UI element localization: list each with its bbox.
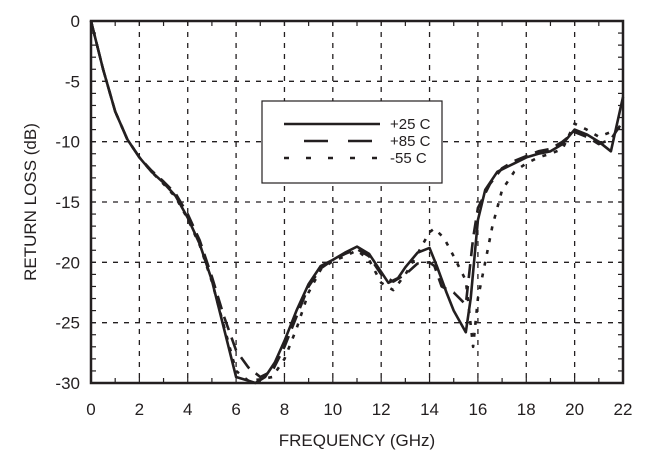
x-tick-label: 0: [86, 400, 95, 419]
x-tick-label: 6: [231, 400, 240, 419]
y-tick-label: 0: [71, 12, 80, 31]
y-tick-label: -15: [55, 193, 80, 212]
y-tick-label: -30: [55, 374, 80, 393]
grid-lines: [91, 21, 623, 383]
legend-label: +25 C: [390, 116, 431, 133]
x-tick-label: 2: [135, 400, 144, 419]
y-tick-label: -20: [55, 253, 80, 272]
x-tick-labels: 0 2 4 6 8 10 12 14 16 18 20 22: [86, 400, 632, 419]
x-axis-title: FREQUENCY (GHz): [279, 431, 435, 450]
y-tick-label: -10: [55, 133, 80, 152]
legend-label: -55 C: [390, 150, 427, 167]
y-tick-labels: 0 -5 -10 -15 -20 -25 -30: [55, 12, 80, 393]
legend: +25 C+85 C-55 C: [261, 100, 443, 184]
x-tick-label: 16: [468, 400, 487, 419]
x-tick-label: 22: [614, 400, 633, 419]
y-tick-label: -5: [65, 72, 80, 91]
x-tick-label: 20: [565, 400, 584, 419]
legend-label: +85 C: [390, 133, 431, 150]
x-tick-label: 8: [280, 400, 289, 419]
x-tick-label: 10: [323, 400, 342, 419]
y-axis-title: RETURN LOSS (dB): [21, 123, 40, 281]
data-series: [89, 20, 625, 385]
series-line-55c: [89, 20, 624, 382]
plot-frame: [89, 19, 625, 385]
x-tick-label: 14: [420, 400, 439, 419]
y-tick-label: -25: [55, 314, 80, 333]
series-line-85c: [89, 20, 625, 379]
x-tick-label: 4: [183, 400, 192, 419]
series-line-25c: [89, 20, 625, 385]
x-tick-label: 18: [517, 400, 536, 419]
x-tick-label: 12: [372, 400, 391, 419]
